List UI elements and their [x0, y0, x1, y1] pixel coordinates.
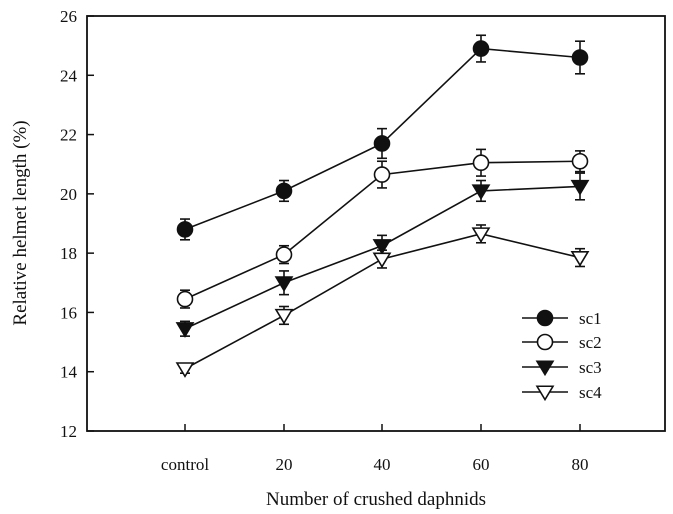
legend-label: sc3	[579, 358, 602, 377]
x-tick-label: 80	[572, 455, 589, 474]
data-point	[176, 221, 194, 238]
data-point	[275, 246, 293, 263]
data-point	[471, 227, 491, 244]
legend-item-sc4: sc4	[522, 383, 602, 402]
x-tick-label: 40	[374, 455, 391, 474]
y-tick-label: 20	[60, 185, 77, 204]
legend-label: sc4	[579, 383, 602, 402]
x-tick-label: 60	[473, 455, 490, 474]
data-point	[274, 308, 294, 325]
data-point	[571, 152, 589, 170]
y-tick-label: 26	[60, 7, 77, 26]
data-point	[373, 135, 391, 152]
y-tick-label: 24	[60, 66, 78, 85]
data-point	[373, 166, 391, 183]
legend-label: sc2	[579, 333, 602, 352]
x-axis-title: Number of crushed daphnids	[266, 489, 486, 510]
data-point	[571, 49, 589, 66]
y-tick-label: 12	[60, 422, 77, 441]
legend-marker	[535, 385, 555, 402]
x-axis: control 20 40 60 80	[161, 424, 589, 474]
data-point	[372, 252, 392, 269]
data-point	[471, 184, 491, 201]
legend: sc1 sc2 sc3 sc4	[522, 309, 602, 402]
series-sc2	[176, 148, 589, 309]
x-tick-label: 20	[276, 455, 293, 474]
series-layer	[175, 34, 590, 378]
series-sc4	[175, 224, 590, 378]
y-tick-label: 14	[60, 363, 78, 382]
data-point	[175, 362, 195, 378]
data-point	[570, 251, 590, 267]
legend-marker	[535, 360, 555, 377]
legend-label: sc1	[579, 309, 602, 328]
x-tick-label: control	[161, 455, 209, 474]
y-axis-title: Relative helmet length (%)	[10, 120, 31, 325]
legend-item-sc2: sc2	[522, 333, 602, 352]
data-point	[176, 290, 194, 308]
series-sc1	[176, 34, 589, 241]
y-tick-label: 18	[60, 244, 77, 263]
series-sc3	[175, 172, 590, 338]
y-axis: 12 14 16 18 20 22 24 26	[60, 7, 94, 441]
data-point	[472, 154, 490, 172]
y-tick-label: 16	[60, 303, 77, 322]
data-point	[275, 182, 293, 200]
legend-marker	[536, 333, 554, 351]
data-point	[472, 40, 490, 57]
data-point	[274, 276, 294, 292]
data-point	[372, 239, 392, 255]
plot-frame	[86, 15, 666, 432]
data-point	[570, 179, 590, 196]
y-tick-label: 22	[60, 126, 77, 145]
legend-item-sc3: sc3	[522, 358, 602, 377]
legend-item-sc1: sc1	[522, 309, 602, 328]
data-point	[175, 322, 195, 338]
legend-marker	[536, 309, 554, 327]
